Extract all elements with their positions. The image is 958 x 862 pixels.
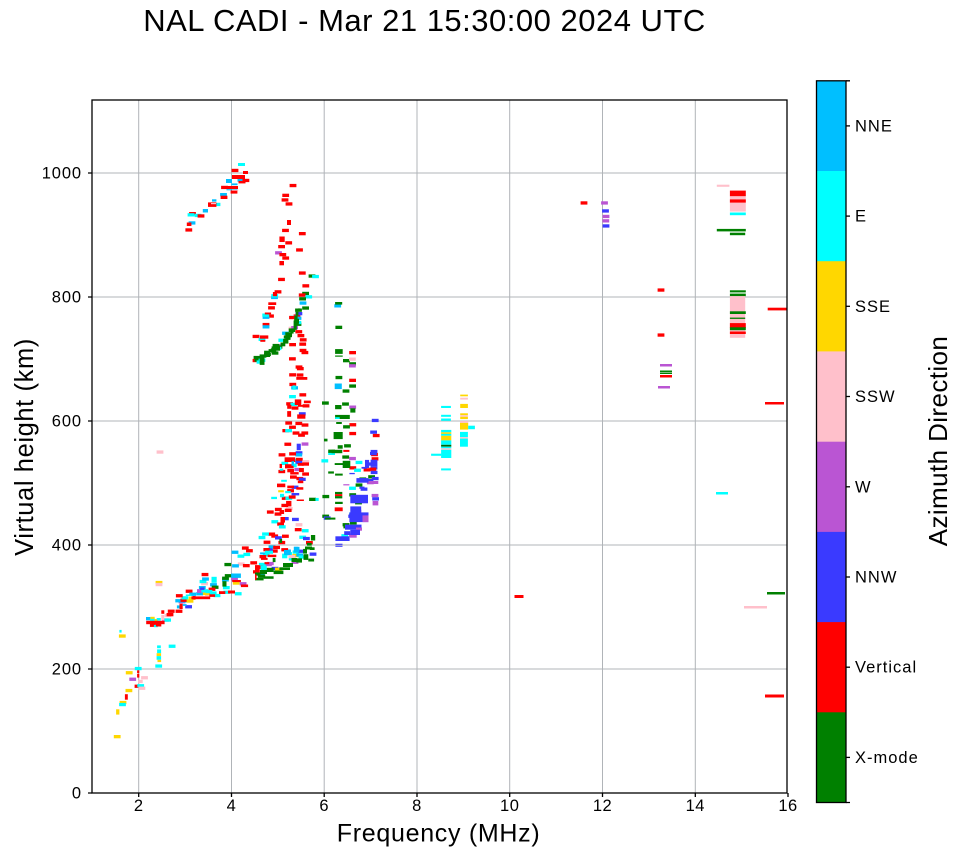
- svg-text:2: 2: [134, 797, 144, 815]
- svg-text:Virtual height (km): Virtual height (km): [11, 338, 39, 556]
- svg-text:0: 0: [72, 785, 82, 803]
- svg-text:Azimuth Direction: Azimuth Direction: [923, 336, 953, 547]
- svg-text:1000: 1000: [42, 165, 82, 183]
- svg-text:4: 4: [227, 797, 237, 815]
- svg-text:6: 6: [319, 797, 329, 815]
- svg-text:16: 16: [778, 797, 797, 815]
- svg-text:600: 600: [52, 413, 82, 431]
- svg-text:12: 12: [593, 797, 612, 815]
- svg-text:Frequency (MHz): Frequency (MHz): [337, 820, 541, 848]
- svg-text:NAL CADI - Mar 21 15:30:00 202: NAL CADI - Mar 21 15:30:00 2024 UTC: [143, 3, 706, 38]
- svg-text:NNE: NNE: [855, 117, 893, 135]
- svg-text:SSW: SSW: [855, 388, 896, 406]
- svg-text:8: 8: [412, 797, 422, 815]
- svg-text:W: W: [855, 478, 872, 496]
- svg-text:10: 10: [500, 797, 519, 815]
- svg-text:800: 800: [52, 289, 82, 307]
- svg-text:NNW: NNW: [855, 569, 897, 587]
- svg-text:400: 400: [52, 537, 82, 555]
- svg-text:E: E: [855, 208, 867, 226]
- svg-text:SSE: SSE: [855, 298, 891, 316]
- svg-text:14: 14: [686, 797, 705, 815]
- svg-text:X-mode: X-mode: [855, 749, 919, 767]
- svg-text:200: 200: [52, 661, 82, 679]
- svg-text:Vertical: Vertical: [855, 659, 917, 677]
